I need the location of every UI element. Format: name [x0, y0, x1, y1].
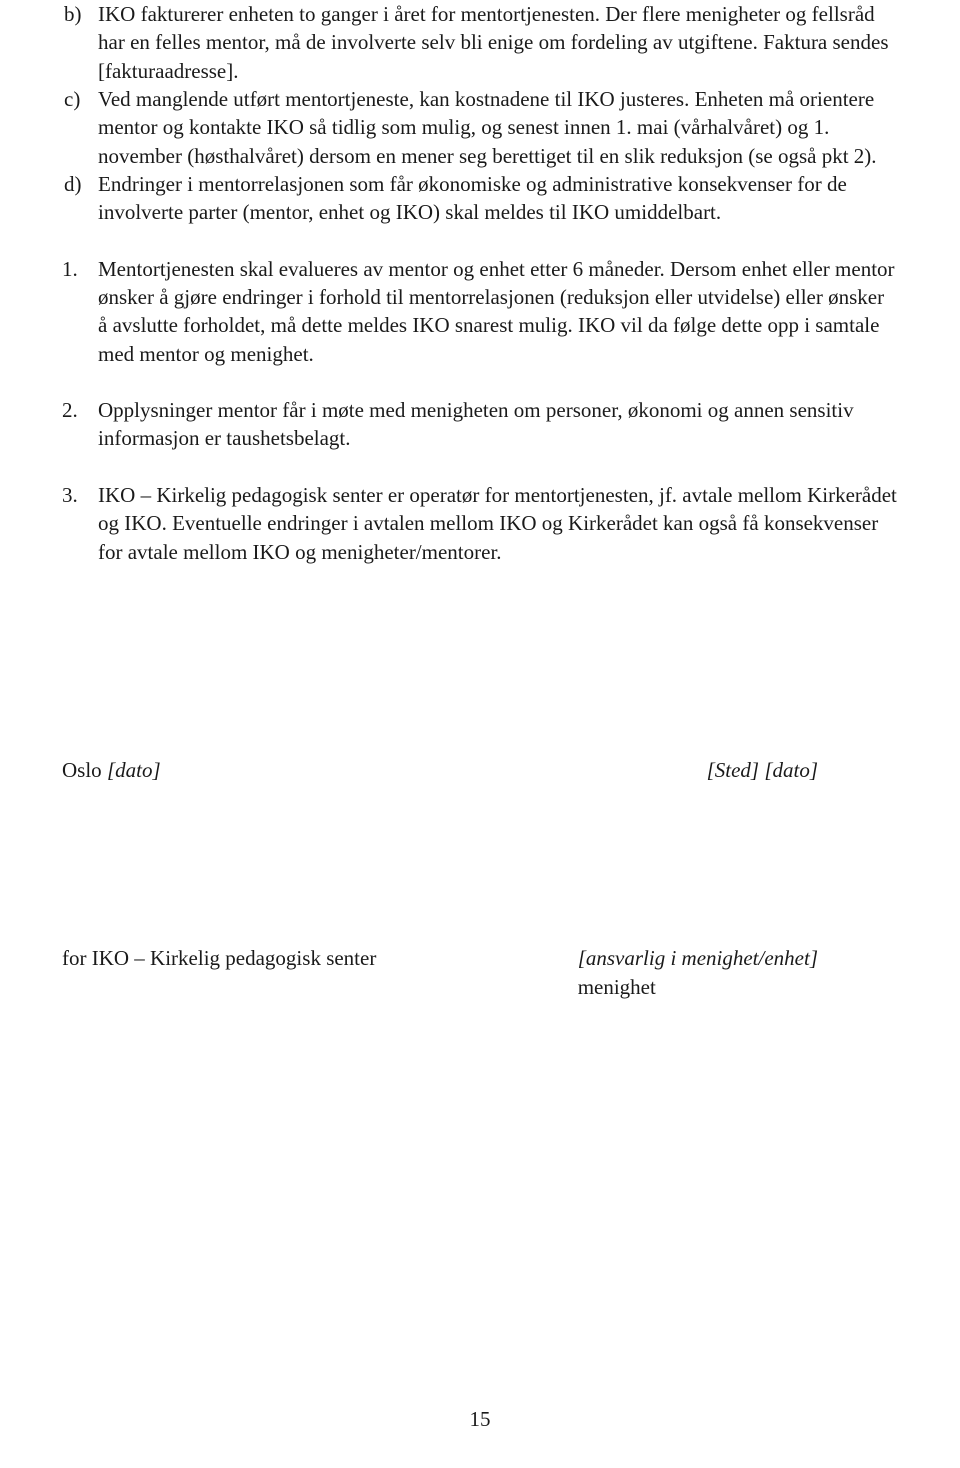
signature-org-right: [ansvarlig i menighet/enhet] menighet	[578, 944, 818, 1001]
sub-marker: c)	[62, 85, 98, 170]
sub-item-c: c) Ved manglende utført mentortjeneste, …	[62, 85, 898, 170]
sig-ansvarlig: [ansvarlig i menighet/enhet]	[578, 946, 818, 970]
document-page: b) IKO fakturerer enheten to ganger i år…	[0, 0, 960, 1468]
sub-list: b) IKO fakturerer enheten to ganger i år…	[62, 0, 898, 227]
sub-marker: d)	[62, 170, 98, 227]
main-item-3: 3. IKO – Kirkelig pedagogisk senter er o…	[62, 481, 898, 566]
main-content: Opplysninger mentor får i møte med menig…	[98, 396, 898, 453]
sub-marker: b)	[62, 0, 98, 85]
sig-oslo: Oslo	[62, 758, 107, 782]
sig-for-iko: for IKO – Kirkelig pedagogisk senter	[62, 946, 376, 970]
main-marker: 3.	[62, 481, 98, 566]
main-content: Mentortjenesten skal evalueres av mentor…	[98, 255, 898, 368]
sub-content: Ved manglende utført mentortjeneste, kan…	[98, 85, 898, 170]
sub-item-d: d) Endringer i mentorrelasjonen som får …	[62, 170, 898, 227]
signature-place-right: [Sted] [dato]	[707, 756, 818, 784]
main-marker: 2.	[62, 396, 98, 453]
signature-org-left: for IKO – Kirkelig pedagogisk senter	[62, 944, 376, 1001]
sig-sted: [Sted]	[707, 758, 760, 782]
sig-dato-left: [dato]	[107, 758, 161, 782]
sig-menighet: menighet	[578, 975, 656, 999]
main-item-1: 1. Mentortjenesten skal evalueres av men…	[62, 255, 898, 368]
main-item-2: 2. Opplysninger mentor får i møte med me…	[62, 396, 898, 453]
page-number: 15	[0, 1407, 960, 1432]
sig-dato-right: [dato]	[764, 758, 818, 782]
main-content: IKO – Kirkelig pedagogisk senter er oper…	[98, 481, 898, 566]
signature-row-bottom: for IKO – Kirkelig pedagogisk senter [an…	[62, 944, 898, 1001]
sub-item-b: b) IKO fakturerer enheten to ganger i år…	[62, 0, 898, 85]
signature-row-top: Oslo [dato] [Sted] [dato]	[62, 756, 898, 784]
main-list: 1. Mentortjenesten skal evalueres av men…	[62, 255, 898, 566]
sub-content: Endringer i mentorrelasjonen som får øko…	[98, 170, 898, 227]
signature-place-left: Oslo [dato]	[62, 756, 161, 784]
main-marker: 1.	[62, 255, 98, 368]
sub-content: IKO fakturerer enheten to ganger i året …	[98, 0, 898, 85]
